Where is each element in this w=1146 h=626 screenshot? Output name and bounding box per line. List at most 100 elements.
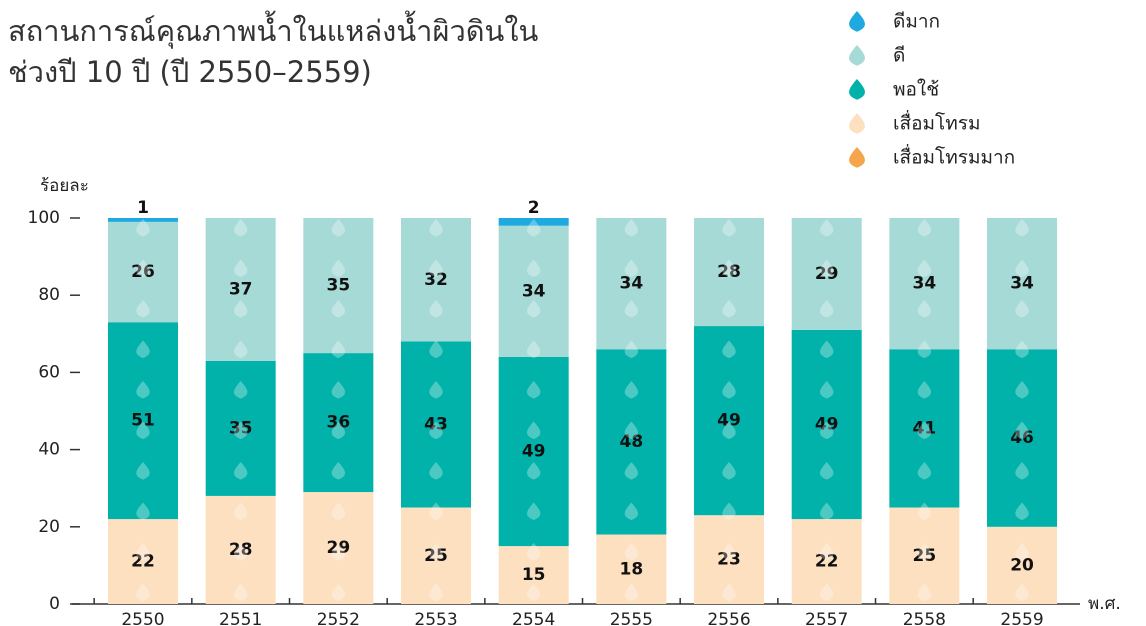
data-label: 26	[131, 262, 155, 282]
bar-segment	[205, 218, 276, 361]
x-tick-label: 2559	[1000, 610, 1043, 626]
bar-segment	[303, 492, 374, 604]
bar-segment	[108, 218, 178, 222]
data-label: 25	[424, 546, 448, 566]
drop-decoration	[722, 259, 736, 278]
legend-label: เสื่อมโทรม	[893, 110, 981, 135]
drop-decoration	[917, 340, 932, 359]
drop-decoration	[233, 219, 248, 237]
bar-segment	[303, 218, 374, 354]
drop-decoration	[917, 421, 932, 440]
drop-decoration	[624, 543, 639, 561]
x-tick-label: 2556	[707, 610, 750, 626]
data-label: 18	[620, 559, 644, 579]
drop-decoration	[429, 300, 443, 318]
drop-decoration	[526, 543, 541, 561]
drop-decoration	[331, 340, 346, 359]
x-tick-label: 2550	[121, 610, 164, 626]
drop-decoration	[233, 259, 248, 278]
data-label: 22	[131, 552, 155, 572]
drop-decoration	[429, 219, 443, 237]
drop-decoration	[1015, 583, 1029, 602]
bar-segment	[596, 218, 667, 350]
data-label: 1	[137, 198, 149, 218]
drop-decoration	[722, 219, 736, 237]
bar-segment	[987, 218, 1058, 350]
bar-segment	[498, 546, 569, 604]
drop-decoration	[1015, 340, 1029, 359]
bar-segment	[694, 326, 765, 516]
data-label: 28	[717, 262, 741, 282]
x-tick-label: 2552	[317, 610, 360, 626]
drop-decoration	[136, 219, 150, 237]
drop-decoration	[331, 381, 346, 399]
data-label: 25	[913, 546, 937, 566]
drop-decoration	[331, 259, 346, 278]
bar-segment	[987, 526, 1058, 604]
drop-decoration	[136, 583, 150, 602]
data-label: 43	[424, 415, 448, 435]
drop-decoration	[233, 462, 248, 480]
bar-segment	[791, 329, 862, 520]
drop-decoration	[429, 381, 443, 399]
drop-decoration	[233, 300, 248, 318]
drop-decoration	[917, 543, 932, 561]
drop-decoration	[722, 421, 736, 440]
bar-segment	[596, 534, 667, 604]
data-label: 51	[131, 411, 155, 431]
drop-decoration	[331, 583, 346, 602]
drop-decoration	[429, 462, 443, 480]
drop-decoration	[917, 259, 932, 278]
data-label: 36	[327, 413, 351, 433]
data-label: 35	[327, 276, 351, 296]
drop-decoration	[136, 340, 150, 359]
drop-decoration	[624, 421, 639, 440]
drop-decoration	[1015, 502, 1029, 521]
drop-decoration	[819, 340, 834, 359]
drop-decoration	[526, 300, 541, 318]
data-label: 49	[522, 442, 546, 462]
drop-decoration	[917, 462, 932, 480]
drop-decoration	[819, 421, 834, 440]
legend-label: พอใช้	[893, 79, 939, 101]
data-label: 23	[717, 550, 741, 570]
drop-decoration	[722, 543, 736, 561]
bar-segment	[401, 341, 472, 508]
drop-decoration	[429, 421, 443, 440]
drop-decoration	[233, 340, 248, 359]
data-label: 49	[717, 411, 741, 431]
chart-title: สถานการณ์คุณภาพน้ำในแหล่งน้ำผิวดินใน	[8, 10, 539, 49]
bar-segment	[889, 349, 960, 508]
drop-decoration	[429, 502, 443, 521]
drop-decoration	[429, 583, 443, 602]
bar-segment	[791, 519, 862, 604]
drop-decoration	[526, 462, 541, 480]
drop-decoration	[331, 502, 346, 521]
drop-decoration	[526, 583, 541, 602]
data-label: 20	[1010, 555, 1034, 575]
bar-segment	[303, 353, 374, 493]
drop-decoration	[1015, 381, 1029, 399]
data-label: 41	[913, 418, 937, 438]
drop-decoration	[429, 340, 443, 359]
drop-decoration	[722, 502, 736, 521]
drop-decoration	[136, 421, 150, 440]
data-label: 34	[1010, 274, 1034, 294]
drop-decoration	[819, 259, 834, 278]
data-label: 22	[815, 552, 839, 572]
data-label: 48	[620, 432, 644, 452]
bar-segment	[108, 221, 178, 323]
bar-segment	[498, 225, 569, 357]
drop-decoration	[624, 219, 639, 237]
drop-decoration	[1015, 300, 1029, 318]
legend-icon	[849, 45, 865, 66]
bar-segment	[694, 218, 765, 327]
y-tick-label: 20	[38, 517, 60, 537]
drop-decoration	[136, 300, 150, 318]
drop-decoration	[722, 340, 736, 359]
y-tick-label: 0	[49, 594, 60, 614]
drop-decoration	[136, 462, 150, 480]
data-label: 29	[327, 538, 351, 558]
bar-segment	[889, 507, 960, 604]
